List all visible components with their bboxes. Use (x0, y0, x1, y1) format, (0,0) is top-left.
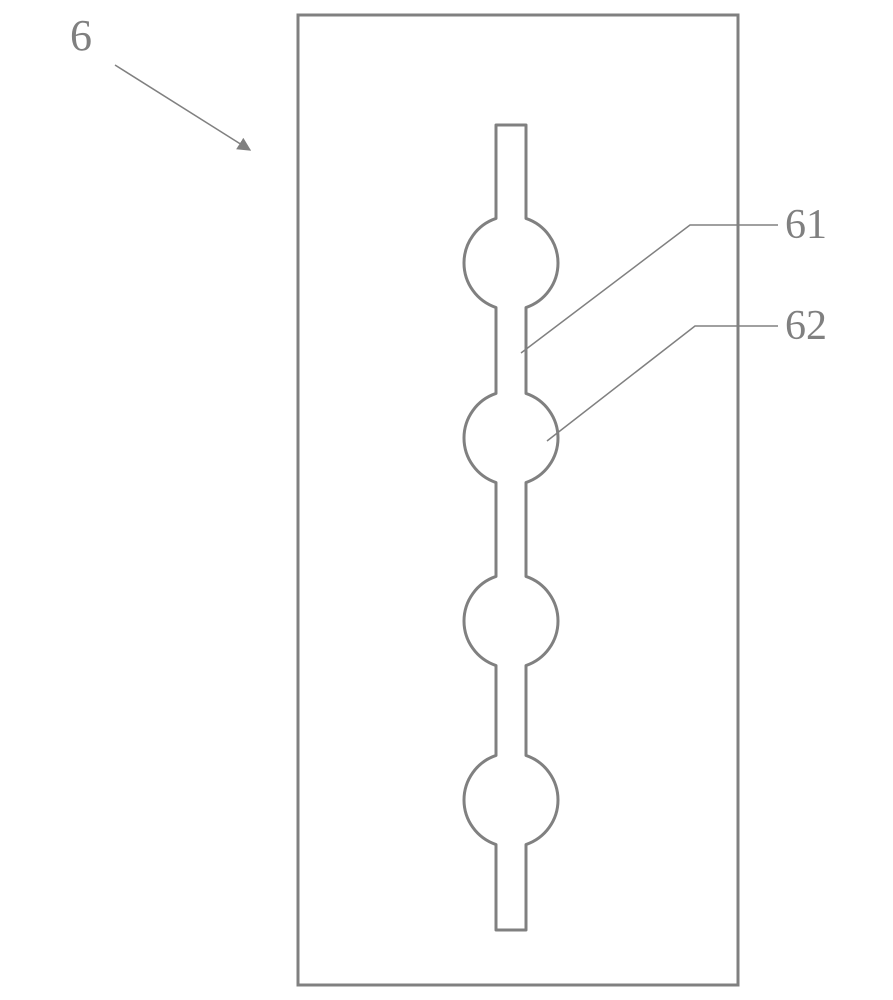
outer-rect (298, 15, 738, 985)
leader-62 (547, 326, 778, 441)
center-slot (464, 125, 558, 930)
label-62: 62 (785, 303, 827, 349)
label-6-arrow (115, 65, 250, 150)
label-6: 6 (70, 11, 92, 60)
label-61: 61 (785, 202, 827, 248)
